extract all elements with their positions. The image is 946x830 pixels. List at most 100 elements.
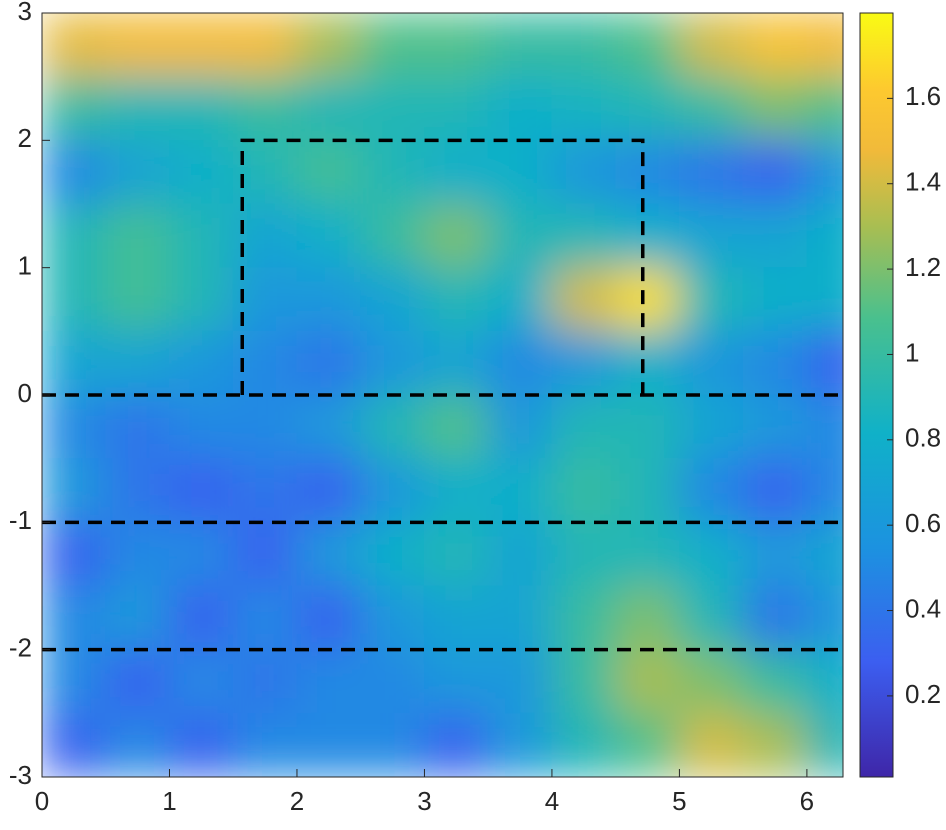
heat-cell	[615, 585, 680, 651]
y-tick-label: -1	[9, 505, 32, 535]
heat-cell	[42, 585, 107, 651]
heat-cell	[105, 203, 170, 269]
heat-cell	[678, 76, 744, 141]
heat-cell	[360, 394, 425, 460]
heat-cell	[678, 394, 744, 460]
heat-cell	[296, 76, 362, 141]
heat-cell	[551, 585, 617, 651]
heat-cell	[487, 267, 553, 332]
x-tick-label: 5	[672, 786, 686, 816]
heat-cell	[42, 76, 107, 141]
heat-cell	[423, 76, 489, 141]
heat-cell	[296, 203, 362, 269]
heat-cell	[232, 521, 298, 587]
heat-cell	[742, 649, 808, 714]
heat-cell	[615, 13, 680, 78]
heat-cell	[742, 330, 808, 396]
y-tick-label: 0	[18, 378, 32, 408]
heat-cell	[105, 330, 170, 396]
y-tick-label: -3	[9, 760, 32, 790]
heat-cell	[742, 13, 808, 78]
overlay: 0 1 2 3 4 5 6 -3 -2 -1 0 1 2 3 0.2 0.4 0.6 0.8 1 1.2 1.4 1.6	[9, 0, 941, 816]
heat-cell	[806, 13, 843, 78]
heat-cell	[487, 203, 553, 269]
heat-cell	[678, 13, 744, 78]
heat-cell	[105, 394, 170, 460]
heat-cell	[806, 649, 843, 714]
heat-cell	[360, 712, 425, 777]
heat-cell	[423, 458, 489, 523]
heat-cell	[360, 521, 425, 587]
heat-cell	[232, 76, 298, 141]
heat-cell	[296, 139, 362, 205]
heat-cell	[487, 458, 553, 523]
heat-cell	[105, 712, 170, 777]
heat-cell	[168, 139, 234, 205]
heat-cell	[551, 203, 617, 269]
heat-cell	[423, 394, 489, 460]
heat-cell	[487, 712, 553, 777]
heat-cell	[423, 203, 489, 269]
x-tick-label: 4	[545, 786, 559, 816]
heat-cell	[42, 649, 107, 714]
heat-cell	[232, 394, 298, 460]
heat-cell	[615, 267, 680, 332]
heat-cell	[615, 203, 680, 269]
colorbar	[859, 12, 894, 778]
heat-cell	[551, 139, 617, 205]
heat-cell	[296, 712, 362, 777]
heat-cell	[487, 649, 553, 714]
heat-cell	[423, 585, 489, 651]
heat-cell	[168, 585, 234, 651]
x-tick-label: 6	[800, 786, 814, 816]
x-tick-label: 0	[35, 786, 49, 816]
heat-cell	[105, 649, 170, 714]
heat-cell	[105, 76, 170, 141]
heat-cell	[42, 139, 107, 205]
heat-cell	[360, 13, 425, 78]
heat-cell	[806, 203, 843, 269]
y-tick-label: 2	[18, 123, 32, 153]
colorbar-tick-label: 1.2	[905, 252, 941, 282]
heat-cell	[487, 585, 553, 651]
heat-cell	[615, 139, 680, 205]
heat-cell	[551, 13, 617, 78]
heat-cell	[551, 330, 617, 396]
heat-cell	[423, 649, 489, 714]
heat-cell	[296, 330, 362, 396]
colorbar-tick-label: 0.2	[905, 679, 941, 709]
heat-cell	[360, 139, 425, 205]
heat-cell	[806, 139, 843, 205]
heat-cell	[551, 394, 617, 460]
y-tick-label: 1	[18, 251, 32, 281]
heat-cell	[806, 458, 843, 523]
colorbar-tick-label: 0.6	[905, 508, 941, 538]
x-tick-label: 2	[290, 786, 304, 816]
colorbar-tick-label: 1.6	[905, 81, 941, 111]
heat-cell	[742, 585, 808, 651]
heat-cell	[105, 521, 170, 587]
heat-cell	[551, 267, 617, 332]
heatmap-field	[42, 13, 843, 777]
heat-cell	[615, 330, 680, 396]
heat-cell	[678, 712, 744, 777]
heat-cell	[678, 330, 744, 396]
y-tick-label: -2	[9, 633, 32, 663]
heat-cell	[487, 139, 553, 205]
heat-cell	[42, 267, 107, 332]
heat-cell	[806, 76, 843, 141]
heat-cell	[487, 13, 553, 78]
heat-cell	[615, 76, 680, 141]
heat-cell	[168, 13, 234, 78]
heat-cell	[296, 458, 362, 523]
heat-cell	[423, 139, 489, 205]
heat-cell	[423, 521, 489, 587]
heat-cell	[742, 394, 808, 460]
x-tick-label: 1	[162, 786, 176, 816]
heat-cell	[42, 712, 107, 777]
heat-cell	[423, 13, 489, 78]
heat-cell	[105, 267, 170, 332]
heat-cell	[678, 649, 744, 714]
heat-cell	[423, 712, 489, 777]
